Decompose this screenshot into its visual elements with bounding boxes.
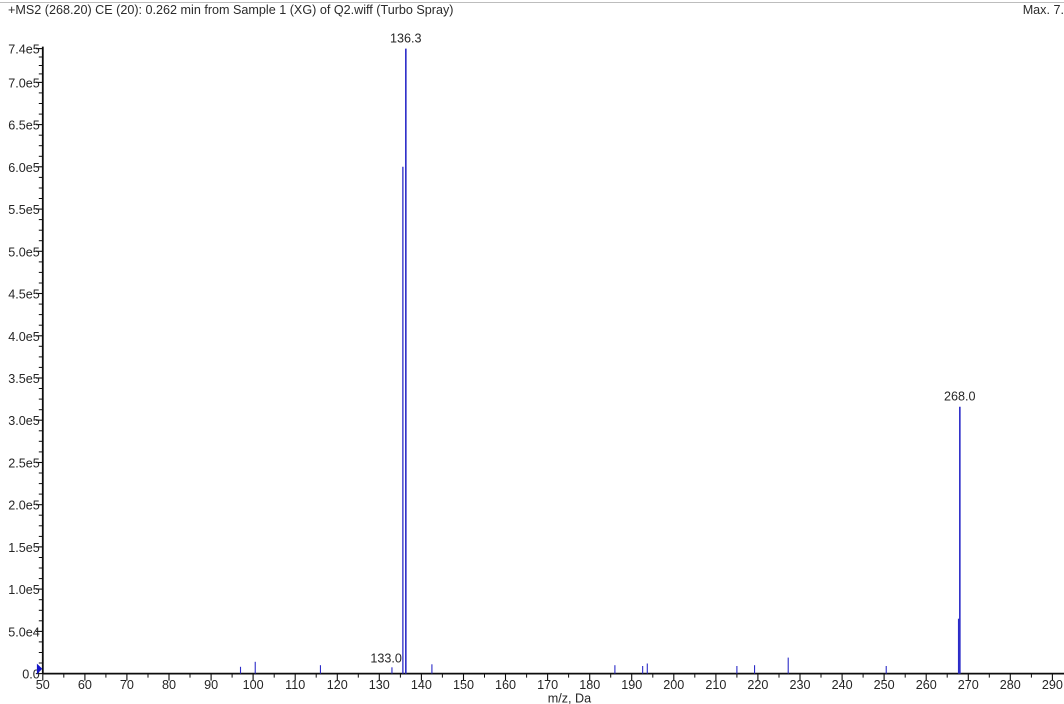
svg-text:180: 180 <box>579 678 600 692</box>
svg-text:150: 150 <box>453 678 474 692</box>
svg-text:210: 210 <box>705 678 726 692</box>
svg-text:4.0e5: 4.0e5 <box>8 330 40 344</box>
svg-text:7.4e5: 7.4e5 <box>8 43 40 57</box>
svg-text:240: 240 <box>832 678 853 692</box>
svg-text:120: 120 <box>327 678 348 692</box>
svg-text:60: 60 <box>78 678 92 692</box>
svg-text:m/z, Da: m/z, Da <box>548 692 591 704</box>
svg-text:70: 70 <box>120 678 134 692</box>
svg-text:80: 80 <box>162 678 176 692</box>
svg-text:3.5e5: 3.5e5 <box>8 372 40 386</box>
svg-text:90: 90 <box>204 678 218 692</box>
svg-text:5.0e5: 5.0e5 <box>8 245 40 259</box>
svg-text:170: 170 <box>537 678 558 692</box>
svg-text:133.0: 133.0 <box>370 651 402 665</box>
svg-text:260: 260 <box>916 678 937 692</box>
svg-text:190: 190 <box>621 678 642 692</box>
svg-text:290: 290 <box>1042 678 1063 692</box>
svg-text:4.5e5: 4.5e5 <box>8 288 40 302</box>
svg-text:6.0e5: 6.0e5 <box>8 161 40 175</box>
svg-text:2.5e5: 2.5e5 <box>8 457 40 471</box>
svg-text:136.3: 136.3 <box>390 32 422 46</box>
svg-text:6.5e5: 6.5e5 <box>8 119 40 133</box>
svg-text:140: 140 <box>411 678 432 692</box>
svg-text:200: 200 <box>663 678 684 692</box>
svg-text:100: 100 <box>243 678 264 692</box>
svg-text:230: 230 <box>789 678 810 692</box>
svg-text:3.0e5: 3.0e5 <box>8 414 40 428</box>
svg-text:5.5e5: 5.5e5 <box>8 203 40 217</box>
svg-text:250: 250 <box>874 678 895 692</box>
svg-text:110: 110 <box>285 678 305 692</box>
svg-text:5.0e4: 5.0e4 <box>8 625 40 639</box>
svg-text:280: 280 <box>1000 678 1021 692</box>
svg-text:7.0e5: 7.0e5 <box>8 76 40 90</box>
svg-text:270: 270 <box>958 678 979 692</box>
svg-text:268.0: 268.0 <box>944 390 976 404</box>
svg-text:2.0e5: 2.0e5 <box>8 499 40 513</box>
svg-text:220: 220 <box>747 678 768 692</box>
svg-text:1.5e5: 1.5e5 <box>8 541 40 555</box>
svg-text:160: 160 <box>495 678 516 692</box>
svg-text:130: 130 <box>369 678 390 692</box>
svg-text:1.0e5: 1.0e5 <box>8 583 40 597</box>
